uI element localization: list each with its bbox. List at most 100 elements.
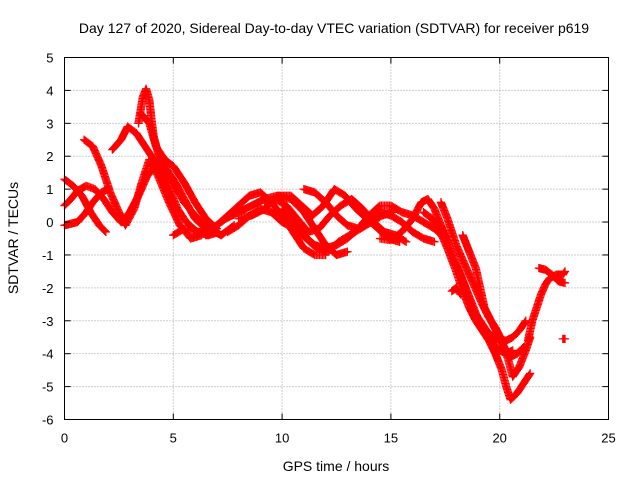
data-point xyxy=(332,235,351,250)
data-point xyxy=(512,344,527,358)
data-point xyxy=(90,184,107,203)
data-point xyxy=(321,198,340,219)
data-point xyxy=(449,257,465,278)
data-point xyxy=(106,188,123,215)
data-point xyxy=(430,204,445,229)
data-point xyxy=(145,148,162,169)
data-point xyxy=(515,317,530,335)
data-point xyxy=(121,206,138,230)
data-point xyxy=(443,214,460,248)
data-point xyxy=(145,119,160,149)
data-point xyxy=(86,208,103,229)
data-point xyxy=(541,275,554,289)
data-point xyxy=(190,214,210,232)
data-point xyxy=(153,171,173,205)
plot-frame xyxy=(64,57,609,420)
data-point xyxy=(160,155,177,170)
y-tick-label: -6 xyxy=(42,413,54,428)
data-point xyxy=(288,217,308,239)
series-track-7 xyxy=(136,109,221,233)
data-point xyxy=(164,198,184,229)
data-point xyxy=(515,347,530,371)
data-point xyxy=(560,334,570,344)
data-point xyxy=(297,201,316,219)
data-point xyxy=(484,336,499,357)
y-tick-labels: -6 -5 -4 -3 -2 -1 0 1 2 3 4 5 xyxy=(42,51,54,428)
data-point xyxy=(506,390,521,404)
data-point xyxy=(475,316,490,334)
data-point xyxy=(419,208,436,222)
data-point xyxy=(293,214,312,235)
y-tick-label: -4 xyxy=(42,347,54,362)
data-point xyxy=(458,231,473,255)
data-point xyxy=(558,268,569,279)
data-point xyxy=(288,227,308,252)
series-track-14 xyxy=(299,184,439,246)
data-point xyxy=(526,369,535,378)
data-point xyxy=(267,208,286,226)
data-point xyxy=(153,161,171,186)
data-point xyxy=(386,211,405,226)
data-point xyxy=(132,129,147,146)
data-point xyxy=(82,199,97,217)
data-point xyxy=(506,350,520,362)
data-point xyxy=(491,349,506,373)
y-tick-label: 1 xyxy=(46,182,53,197)
data-point xyxy=(523,318,537,345)
grid-lines xyxy=(64,57,609,420)
data-point xyxy=(145,155,162,179)
data-point xyxy=(332,211,351,229)
data-point xyxy=(493,329,508,350)
data-point xyxy=(541,265,555,279)
data-point xyxy=(299,231,318,249)
y-tick-label: -3 xyxy=(42,314,54,329)
x-tick-label: 15 xyxy=(384,431,398,446)
data-point xyxy=(452,240,469,268)
data-point xyxy=(456,290,465,299)
data-point xyxy=(486,316,502,337)
data-point xyxy=(423,194,438,212)
data-point xyxy=(180,194,199,222)
data-point xyxy=(277,204,297,225)
data-point xyxy=(180,178,199,206)
data-point xyxy=(95,221,109,235)
data-point xyxy=(482,326,497,341)
data-point xyxy=(247,195,268,210)
data-point xyxy=(299,244,318,259)
data-points xyxy=(60,84,570,404)
data-point xyxy=(180,224,203,236)
data-point xyxy=(234,202,255,217)
data-point xyxy=(223,222,242,237)
y-tick-label: 4 xyxy=(46,83,53,98)
data-point xyxy=(364,202,384,220)
data-point xyxy=(97,161,114,196)
data-point xyxy=(502,333,516,345)
y-tick-label: 0 xyxy=(46,215,53,230)
data-point xyxy=(330,184,348,200)
axis-ticks xyxy=(64,57,609,420)
data-point xyxy=(465,247,480,271)
data-point xyxy=(471,316,486,334)
x-tick-labels: 0 5 10 15 20 25 xyxy=(61,431,616,446)
data-point xyxy=(452,283,464,298)
data-point xyxy=(138,138,153,156)
data-point xyxy=(434,224,452,252)
y-tick-label: 3 xyxy=(46,116,53,131)
data-point xyxy=(66,187,81,204)
data-point xyxy=(471,263,484,291)
data-point xyxy=(512,380,527,398)
y-tick-label: -5 xyxy=(42,380,54,395)
data-point xyxy=(223,202,242,220)
data-point xyxy=(401,237,411,246)
data-point xyxy=(547,270,562,285)
data-point xyxy=(129,176,147,214)
y-tick-label: -2 xyxy=(42,281,54,296)
data-point xyxy=(271,194,290,209)
data-point xyxy=(173,204,190,225)
data-point xyxy=(169,161,188,186)
data-point xyxy=(428,214,443,232)
data-point xyxy=(419,217,438,232)
data-point xyxy=(462,290,478,314)
data-point xyxy=(430,237,439,246)
data-point xyxy=(201,222,220,240)
